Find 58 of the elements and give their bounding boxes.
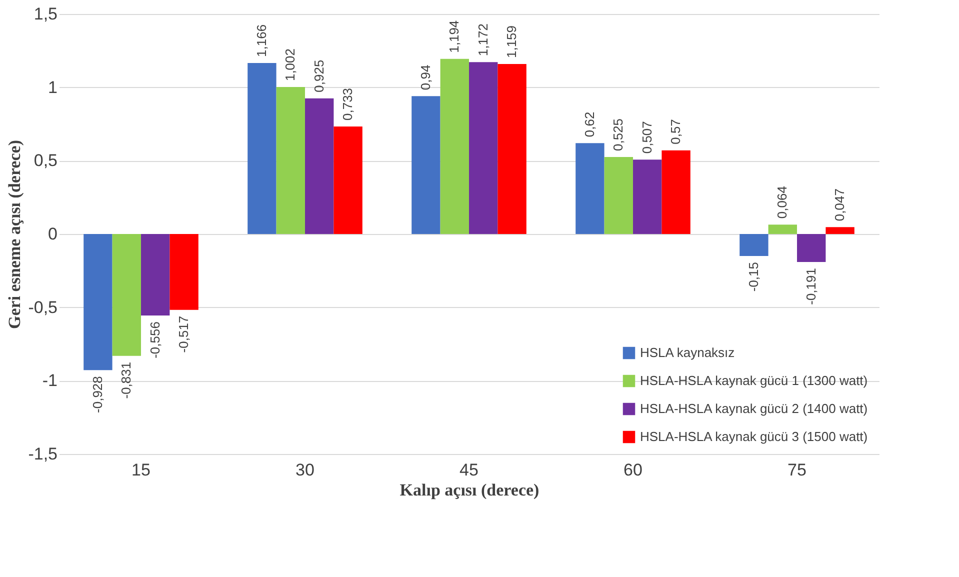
y-tick-label: 1 — [48, 78, 58, 97]
x-tick-label: 30 — [296, 460, 314, 480]
legend-label: HSLA-HSLA kaynak gücü 1 (1300 watt) — [640, 373, 868, 388]
bar — [412, 96, 440, 234]
data-label: -0,831 — [118, 362, 134, 399]
data-label: 0,733 — [340, 88, 356, 120]
data-label: 0,94 — [418, 64, 433, 90]
bar — [797, 234, 826, 262]
bar — [141, 234, 170, 316]
bar — [662, 150, 690, 234]
data-label: -0,191 — [803, 268, 818, 305]
data-label: 0,62 — [582, 112, 597, 138]
data-label: 1,172 — [475, 24, 490, 56]
bar — [84, 234, 112, 370]
data-label: -0,556 — [147, 322, 162, 358]
data-label: 1,166 — [254, 24, 269, 57]
data-label: 0,507 — [639, 121, 654, 154]
bar — [576, 143, 604, 234]
bar — [248, 62, 276, 234]
x-tick-label: 60 — [624, 460, 642, 480]
legend-label: HSLA-HSLA kaynak gücü 3 (1500 watt) — [640, 429, 868, 444]
bar — [305, 98, 334, 234]
bar — [276, 87, 305, 234]
y-axis-title: Geri esneme açısı (derece) — [5, 140, 24, 329]
x-tick-label: 75 — [788, 460, 806, 480]
bar — [112, 234, 141, 356]
bar — [170, 234, 198, 310]
data-label: -0,15 — [746, 262, 761, 292]
bar — [633, 160, 662, 234]
bar — [740, 234, 768, 256]
data-label: 1,159 — [504, 25, 520, 58]
data-label: 1,194 — [446, 20, 462, 53]
bar — [604, 157, 633, 234]
x-axis-title: Kalıp açısı (derece) — [400, 480, 540, 500]
data-label: 0,047 — [832, 188, 848, 222]
legend-label: HSLA kaynaksız — [640, 345, 735, 360]
data-label: 0,525 — [610, 118, 626, 151]
y-tick-label: -1,5 — [28, 444, 58, 464]
bar — [498, 64, 526, 234]
y-tick-label: -0,5 — [28, 298, 58, 317]
bar — [469, 62, 498, 234]
data-label: -0,928 — [90, 376, 105, 413]
bar — [826, 227, 854, 234]
x-tick-label: 45 — [460, 460, 478, 480]
bar — [768, 224, 797, 234]
data-label: 1,002 — [282, 48, 298, 82]
y-tick-label: -1 — [42, 371, 58, 390]
data-label: 0,925 — [311, 60, 326, 92]
data-label: 0,064 — [774, 186, 790, 219]
bar — [334, 126, 362, 234]
y-tick-label: 0,5 — [34, 151, 58, 170]
y-tick-label: 0 — [48, 224, 58, 244]
y-tick-label: 1,5 — [34, 4, 58, 24]
bar — [440, 58, 469, 234]
data-label: -0,517 — [176, 316, 192, 353]
x-tick-label: 15 — [132, 460, 150, 480]
legend-label: HSLA-HSLA kaynak gücü 2 (1400 watt) — [640, 401, 868, 416]
data-label: 0,57 — [668, 119, 684, 144]
